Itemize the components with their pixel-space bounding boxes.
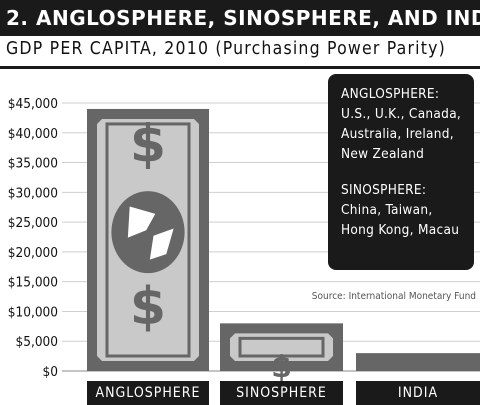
category-label-sinosphere: SINOSPHERE: [220, 381, 343, 405]
y-tick-label: $20,000: [8, 245, 58, 261]
legend-box: ANGLOSPHERE: U.S., U.K., Canada, Austral…: [328, 74, 474, 270]
y-tick-label: $5,000: [16, 334, 58, 350]
bill-inner-border: [105, 122, 191, 358]
y-tick-label: $30,000: [8, 185, 58, 201]
dollar-sign-icon: $: [271, 350, 292, 385]
y-tick-label: $10,000: [8, 304, 58, 320]
bars: $$$: [87, 108, 480, 385]
category-label-anglosphere: ANGLOSPHERE: [87, 381, 209, 405]
legend-spacer: [341, 164, 468, 180]
chart-subtitle: GDP PER CAPITA, 2010 (Purchasing Power P…: [6, 39, 446, 59]
legend-anglosphere-heading: ANGLOSPHERE:: [341, 86, 440, 102]
globe-continent: [149, 228, 174, 260]
category-label-india: INDIA: [356, 381, 480, 405]
y-tick-label: $35,000: [8, 156, 58, 172]
legend-sinosphere-line: China, Taiwan,: [341, 202, 433, 218]
bar-body: [356, 353, 480, 371]
y-tick-label: $25,000: [8, 215, 58, 231]
legend-sinosphere-heading: SINOSPHERE:: [341, 182, 427, 198]
y-tick-label: $15,000: [8, 275, 58, 291]
y-tick-label: $40,000: [8, 126, 58, 142]
legend-anglosphere-line: New Zealand: [341, 146, 425, 162]
legend-anglosphere-line: Australia, Ireland,: [341, 126, 454, 142]
globe-icon: [111, 191, 185, 274]
dollar-sign-icon: $: [130, 277, 166, 337]
legend-anglosphere-line: U.S., U.K., Canada,: [341, 106, 462, 122]
chart-title: 2. ANGLOSPHERE, SINOSPHERE, AND INDIA: [0, 0, 480, 36]
bar-sinosphere: $: [220, 323, 343, 385]
dollar-sign-icon: $: [130, 114, 166, 174]
bar-india: [356, 353, 480, 371]
source-note: Source: International Monetary Fund: [311, 291, 476, 302]
bill-inner-panel: [230, 333, 333, 361]
bill-inner-border: [238, 336, 325, 358]
y-tick-label: $0: [43, 364, 58, 380]
subtitle-divider: [0, 66, 480, 69]
bar-anglosphere: $$: [87, 108, 209, 371]
y-axis-ticks: $0 $5,000 $10,000 $15,000 $20,000 $25,000 $30,…: [8, 96, 58, 380]
globe-continent: [127, 206, 156, 238]
y-tick-label: $45,000: [8, 96, 58, 112]
legend-sinosphere-line: Hong Kong, Macau: [341, 222, 460, 238]
